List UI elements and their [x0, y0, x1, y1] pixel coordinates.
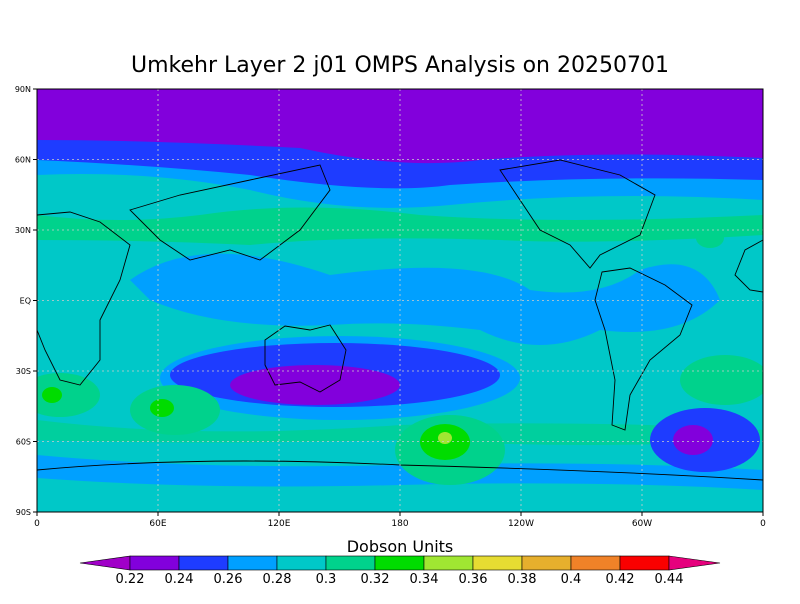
colorbar-arrow — [668, 555, 721, 571]
colorbar-label: 0.28 — [263, 572, 292, 587]
colorbar-segment — [276, 555, 327, 571]
colorbar-label: 0.26 — [214, 572, 243, 587]
band — [130, 253, 720, 345]
graticule — [37, 89, 763, 512]
colorbar-label: 0.3 — [316, 572, 337, 587]
lon-label: 120W — [508, 519, 534, 529]
colorbar-segment — [129, 555, 180, 571]
lon-label: 60E — [149, 519, 166, 529]
band — [37, 89, 763, 164]
colorbar-segment — [178, 555, 229, 571]
lon-label: 0 — [760, 519, 766, 529]
colorbar-label: 0.32 — [361, 572, 390, 587]
colorbar-segment — [570, 555, 621, 571]
lon-label: 180 — [391, 519, 408, 529]
lat-label: 90S — [16, 508, 31, 517]
colorbar-label: 0.44 — [655, 572, 684, 587]
band — [37, 207, 763, 245]
lat-label: 60S — [16, 438, 31, 447]
colorbar-label: 0.4 — [561, 572, 582, 587]
colorbar-label: 0.24 — [165, 572, 194, 587]
lat-label: 90N — [15, 85, 31, 94]
colorbar-label: 0.42 — [606, 572, 635, 587]
lon-label: 60W — [632, 519, 652, 529]
colorbar-segment — [423, 555, 474, 571]
colorbar-segment — [227, 555, 278, 571]
band — [37, 420, 763, 445]
colorbar-segment — [619, 555, 670, 571]
colorbar-segment — [325, 555, 376, 571]
contour — [130, 385, 220, 435]
colorbar: 0.22 0.24 0.26 0.28 0.3 0.32 0.34 0.36 0.38 0.4 0.… — [79, 555, 721, 587]
colorbar-label: 0.34 — [410, 572, 439, 587]
contour — [696, 228, 724, 248]
lon-label: 120E — [268, 519, 291, 529]
colorbar-title: Dobson Units — [347, 537, 454, 556]
colorbar-segment — [521, 555, 572, 571]
lon-label: 0 — [34, 519, 40, 529]
colorbar-label: 0.38 — [508, 572, 537, 587]
colorbar-label: 0.22 — [116, 572, 145, 587]
contour — [42, 387, 62, 403]
contour — [673, 425, 713, 455]
lat-label: 30N — [15, 226, 31, 235]
lat-label: 60N — [15, 156, 31, 165]
contour — [230, 365, 400, 405]
lat-label: 30S — [16, 367, 31, 376]
colorbar-label: 0.36 — [459, 572, 488, 587]
contour — [438, 432, 452, 444]
colorbar-segment — [374, 555, 425, 571]
contour — [680, 355, 763, 405]
contour — [150, 399, 174, 417]
contour — [37, 373, 100, 417]
title: Umkehr Layer 2 j01 OMPS Analysis on 2025… — [131, 53, 669, 78]
lat-label: EQ — [20, 297, 31, 306]
colorbar-segment — [472, 555, 523, 571]
band — [37, 455, 763, 490]
